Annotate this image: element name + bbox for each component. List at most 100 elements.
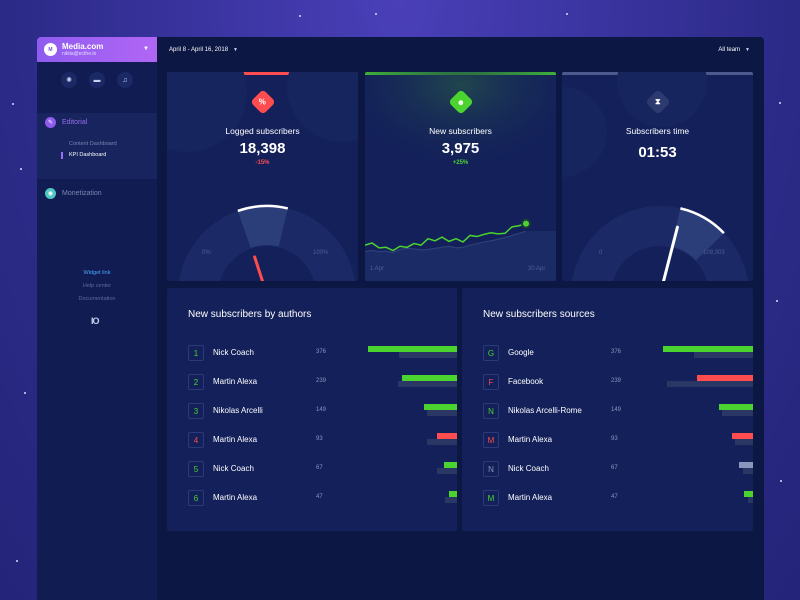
documentation-link[interactable]: Documentation (78, 296, 116, 302)
previous-value-bar (666, 381, 753, 387)
team-label: All team (718, 46, 741, 53)
gauge-needle (662, 225, 679, 281)
background-star (566, 13, 568, 15)
list-item[interactable]: N Nikolas Arcelli-Rome 149 (483, 403, 753, 419)
widget-link[interactable]: Widget link (83, 270, 111, 276)
rank-badge: N (483, 403, 499, 419)
authors-card: New subscribers by authors 1 Nick Coach 37… (167, 288, 457, 531)
previous-value-bar (721, 410, 753, 416)
secondary-area (365, 231, 556, 281)
chat-icon[interactable]: ▬ (89, 72, 105, 88)
row-value: 239 (316, 378, 327, 384)
previous-value-bar (743, 468, 753, 474)
list-item[interactable]: G Google 376 (483, 345, 753, 361)
row-name: Martin Alexa (213, 493, 258, 502)
list-item[interactable]: F Facebook 239 (483, 374, 753, 390)
background-star (375, 13, 377, 15)
gauge-min-label: 0 (599, 250, 603, 256)
gauge-fill (237, 206, 288, 248)
previous-value-bar (747, 497, 753, 503)
list-item[interactable]: N Nick Coach 67 (483, 461, 753, 477)
account-name: Media.com (62, 41, 104, 51)
sidebar-item-monetization[interactable]: ◉ Monetization (37, 184, 157, 202)
help-center-link[interactable]: Help center (82, 283, 112, 289)
chevron-down-icon: ▼ (143, 46, 149, 52)
rank-badge: M (483, 432, 499, 448)
sidebar-quick-actions: ✺ ▬ ♫ (61, 72, 133, 88)
row-value: 239 (611, 378, 622, 384)
sidebar: M Media.com nikita@ecthe.io ▼ ✺ ▬ ♫ ✎ Ed… (37, 37, 157, 600)
current-value-bar (368, 346, 457, 352)
list-item[interactable]: 3 Nikolas Arcelli 149 (188, 403, 457, 419)
current-value-bar (732, 433, 753, 439)
background-star (20, 168, 22, 170)
settings-icon[interactable]: ✺ (61, 72, 77, 88)
background-star (779, 102, 781, 104)
sidebar-subitem-kpi-dashboard[interactable]: KPI Dashboard (37, 150, 157, 161)
sidebar-links: Widget link Help center Documentation (37, 267, 157, 306)
dashboard-window: M Media.com nikita@ecthe.io ▼ ✺ ▬ ♫ ✎ Ed… (37, 37, 764, 600)
decor-shape (562, 87, 607, 177)
previous-value-bar (735, 439, 753, 445)
sidebar-section-monetization: ◉ Monetization (37, 184, 157, 202)
list-item[interactable]: 6 Martin Alexa 47 (188, 490, 457, 506)
gauge-max-label: 100% (313, 250, 329, 256)
rank-badge: 4 (188, 432, 204, 448)
sidebar-section-editorial: ✎ Editorial Content Dashboard KPI Dashbo… (37, 113, 157, 179)
previous-value-bar (445, 497, 457, 503)
main-content: April 8 - April 16, 2018 ▼ All team ▼ % Lo… (157, 37, 764, 600)
previous-value-bar (397, 381, 457, 387)
account-switcher[interactable]: M Media.com nikita@ecthe.io ▼ (37, 37, 157, 62)
rank-badge: N (483, 461, 499, 477)
row-name: Martin Alexa (213, 435, 258, 444)
kpi-value: 3,975 (441, 140, 480, 157)
sidebar-item-editorial[interactable]: ✎ Editorial (37, 113, 157, 131)
kpi-accent-bar (167, 72, 358, 75)
row-name: Martin Alexa (508, 493, 553, 502)
kpi-label: New subscribers (429, 126, 492, 136)
row-name: Nikolas Arcelli (213, 406, 263, 415)
background-star (12, 103, 14, 105)
row-name: Google (508, 348, 534, 357)
card-title: New subscribers by authors (188, 309, 312, 320)
sidebar-subitem-content-dashboard[interactable]: Content Dashboard (69, 141, 117, 147)
bell-icon[interactable]: ♫ (117, 72, 133, 88)
gauge-value-arc (237, 204, 289, 213)
x-axis-start-label: 1 Apr (370, 266, 385, 272)
current-value-bar (696, 375, 753, 381)
rank-badge: 1 (188, 345, 204, 361)
gauge-track (572, 206, 748, 281)
rank-badge: 6 (188, 490, 204, 506)
list-item[interactable]: M Martin Alexa 93 (483, 432, 753, 448)
list-item[interactable]: 1 Nick Coach 376 (188, 345, 457, 361)
team-selector[interactable]: All team ▼ (718, 47, 750, 53)
row-name: Nikolas Arcelli-Rome (508, 406, 582, 415)
list-item[interactable]: 5 Nick Coach 67 (188, 461, 457, 477)
line-chart (365, 72, 556, 281)
sidebar-item-label: Editorial (62, 118, 88, 126)
current-value-bar (423, 404, 457, 410)
row-name: Nick Coach (213, 464, 254, 473)
row-value: 67 (316, 465, 323, 471)
previous-value-bar (426, 439, 457, 445)
background-star (16, 560, 18, 562)
chevron-down-icon: ▼ (745, 46, 750, 53)
list-item[interactable]: M Martin Alexa 47 (483, 490, 753, 506)
row-name: Nick Coach (213, 348, 254, 357)
gauge-fill (671, 208, 724, 261)
kpi-card-new-subscribers: ☻ New subscribers 3,975 +25% 1 Apr 30 Ap… (365, 72, 556, 281)
list-item[interactable]: 2 Martin Alexa 239 (188, 374, 457, 390)
current-value-bar (743, 491, 753, 497)
kpi-value: 18,398 (239, 140, 286, 157)
list-item[interactable]: 4 Martin Alexa 93 (188, 432, 457, 448)
gauge-max-label: 109,303 (703, 250, 725, 256)
date-range-picker[interactable]: April 8 - April 16, 2018 ▼ (169, 47, 238, 53)
row-value: 376 (611, 349, 622, 355)
kpi-card-subscribers-time: ⧗ Subscribers time 01:53 0 109,303 (562, 72, 753, 281)
row-value: 47 (611, 494, 618, 500)
current-value-bar (738, 462, 753, 468)
brand-logo: IO (91, 316, 99, 326)
row-value: 376 (316, 349, 327, 355)
current-value-bar (401, 375, 457, 381)
gauge-value-arc (680, 207, 725, 234)
